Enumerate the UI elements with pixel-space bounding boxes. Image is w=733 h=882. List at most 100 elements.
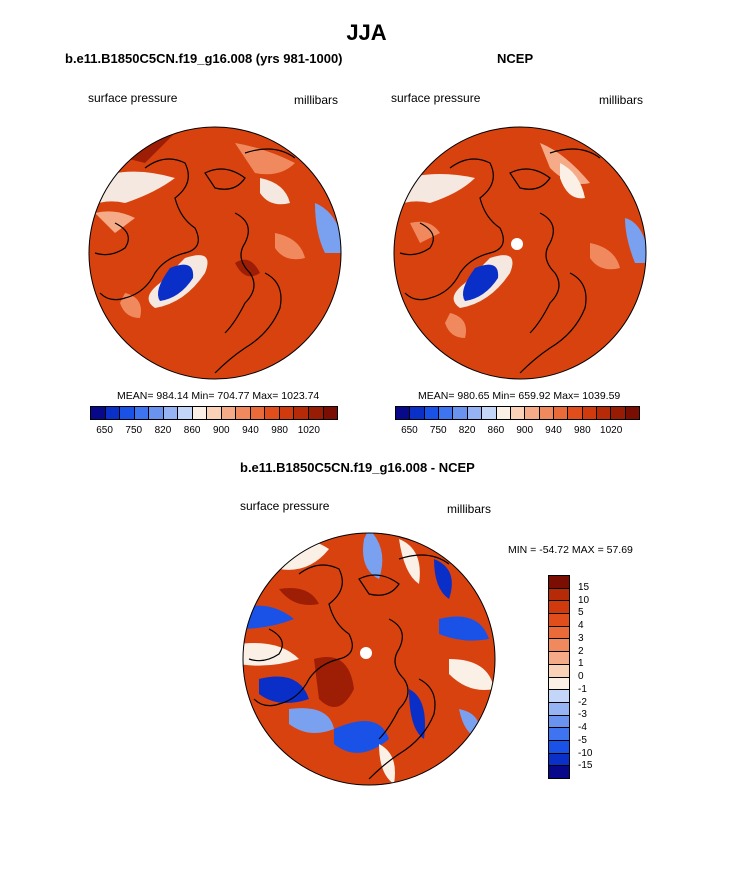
colorbar-swatch	[467, 407, 483, 419]
colorbar-swatch	[549, 614, 569, 627]
panel1-colorbar-ticks: 650 750 820 860 900 940 980 1020	[90, 425, 338, 437]
panel2-title: NCEP	[497, 51, 534, 66]
colorbar-swatch	[192, 407, 208, 419]
colorbar-swatch	[120, 407, 135, 419]
colorbar-tick-label: 5	[578, 607, 584, 619]
colorbar-tick-label: 15	[578, 581, 590, 593]
colorbar-tick-label: 940	[545, 425, 562, 436]
colorbar-swatch	[496, 407, 511, 419]
colorbar-swatch	[439, 407, 454, 419]
colorbar-tick-label: 1020	[600, 425, 623, 436]
panel1-stats: MEAN= 984.14 Min= 704.77 Max= 1023.74	[117, 390, 320, 402]
panel2-variable-label: surface pressure	[391, 91, 481, 105]
colorbar-swatch	[453, 407, 468, 419]
colorbar-swatch	[149, 407, 164, 419]
pole-mask-dot	[360, 647, 372, 659]
colorbar-swatch	[549, 601, 569, 615]
colorbar-swatch	[323, 407, 338, 419]
colorbar-tick-label: 860	[487, 425, 505, 436]
colorbar-swatch	[294, 407, 309, 419]
colorbar-tick-label: 1	[578, 658, 584, 670]
colorbar-tick-label: 860	[183, 425, 201, 436]
panel3-title: b.e11.B1850C5CN.f19_g16.008 - NCEP	[240, 460, 475, 475]
colorbar-tick-label: -15	[578, 760, 593, 772]
colorbar-swatch	[549, 576, 569, 589]
colorbar-swatch	[549, 677, 569, 691]
colorbar-swatch	[396, 407, 411, 419]
colorbar-tick-label: 650	[96, 425, 113, 436]
panel3-variable-label: surface pressure	[240, 499, 330, 513]
colorbar-swatch	[597, 407, 612, 419]
colorbar-swatch	[105, 407, 121, 419]
colorbar-swatch	[178, 407, 193, 419]
panel1-polar-map	[88, 126, 342, 380]
colorbar-swatch	[279, 407, 295, 419]
colorbar-swatch	[549, 664, 569, 678]
colorbar-tick-label: 4	[578, 620, 584, 631]
colorbar-tick-label: 3	[578, 632, 584, 644]
colorbar-swatch	[582, 407, 598, 419]
panel2-polar-map	[393, 126, 647, 380]
panel1-units-label: millibars	[294, 93, 339, 107]
panel1-colorbar	[90, 406, 338, 420]
figure-title: JJA	[346, 20, 387, 45]
colorbar-swatch	[553, 407, 569, 419]
panel2-stats: MEAN= 980.65 Min= 659.92 Max= 1039.59	[418, 390, 621, 402]
colorbar-tick-label: 900	[516, 425, 534, 436]
colorbar-swatch	[549, 766, 569, 778]
colorbar-swatch	[510, 407, 526, 419]
panel2-units-label: millibars	[599, 93, 644, 107]
colorbar-swatch	[549, 753, 569, 767]
colorbar-tick-label: -2	[578, 696, 587, 708]
panel1-variable-label: surface pressure	[88, 91, 178, 105]
colorbar-tick-label: 980	[574, 425, 591, 436]
colorbar-tick-label: 2	[578, 645, 584, 657]
colorbar-swatch	[625, 407, 640, 419]
colorbar-tick-label: -1	[578, 683, 587, 695]
colorbar-swatch	[221, 407, 237, 419]
colorbar-swatch	[539, 407, 554, 419]
colorbar-tick-label: 900	[212, 425, 230, 436]
colorbar-tick-label: 820	[154, 425, 172, 436]
colorbar-swatch	[163, 407, 179, 419]
colorbar-tick-label: -3	[578, 709, 587, 721]
colorbar-tick-label: 10	[578, 594, 590, 606]
colorbar-swatch	[549, 639, 569, 653]
colorbar-tick-label: 750	[429, 425, 447, 436]
panel2-colorbar	[395, 406, 640, 420]
colorbar-tick-label: 980	[271, 425, 288, 436]
colorbar-swatch	[549, 690, 569, 703]
colorbar-swatch	[549, 728, 569, 741]
colorbar-swatch	[549, 626, 569, 640]
pole-mask-dot	[511, 238, 523, 250]
colorbar-swatch	[549, 702, 569, 716]
colorbar-swatch	[410, 407, 425, 419]
colorbar-swatch	[525, 407, 540, 419]
colorbar-tick-label: -5	[578, 734, 587, 746]
colorbar-swatch	[549, 715, 569, 729]
colorbar-swatch	[549, 588, 569, 602]
colorbar-swatch	[134, 407, 150, 419]
colorbar-swatch	[308, 407, 324, 419]
colorbar-swatch	[549, 652, 569, 665]
colorbar-tick-label: 1020	[297, 425, 320, 436]
colorbar-tick-label: 650	[401, 425, 418, 436]
panel3-polar-map	[242, 532, 496, 786]
difference-colorbar	[548, 575, 570, 779]
colorbar-swatch	[91, 407, 106, 419]
colorbar-tick-label: 940	[242, 425, 259, 436]
colorbar-tick-label: 0	[578, 671, 584, 682]
panel3-stats: MIN = -54.72 MAX = 57.69	[508, 544, 633, 556]
colorbar-swatch	[611, 407, 626, 419]
panel1-title: b.e11.B1850C5CN.f19_g16.008 (yrs 981-100…	[65, 51, 343, 66]
colorbar-tick-label: 750	[125, 425, 143, 436]
colorbar-swatch	[424, 407, 440, 419]
colorbar-swatch	[250, 407, 266, 419]
colorbar-swatch	[236, 407, 251, 419]
colorbar-swatch	[207, 407, 222, 419]
colorbar-tick-label: -10	[578, 747, 593, 759]
colorbar-swatch	[549, 740, 569, 754]
colorbar-tick-label: 820	[458, 425, 476, 436]
colorbar-swatch	[568, 407, 583, 419]
colorbar-swatch	[265, 407, 280, 419]
